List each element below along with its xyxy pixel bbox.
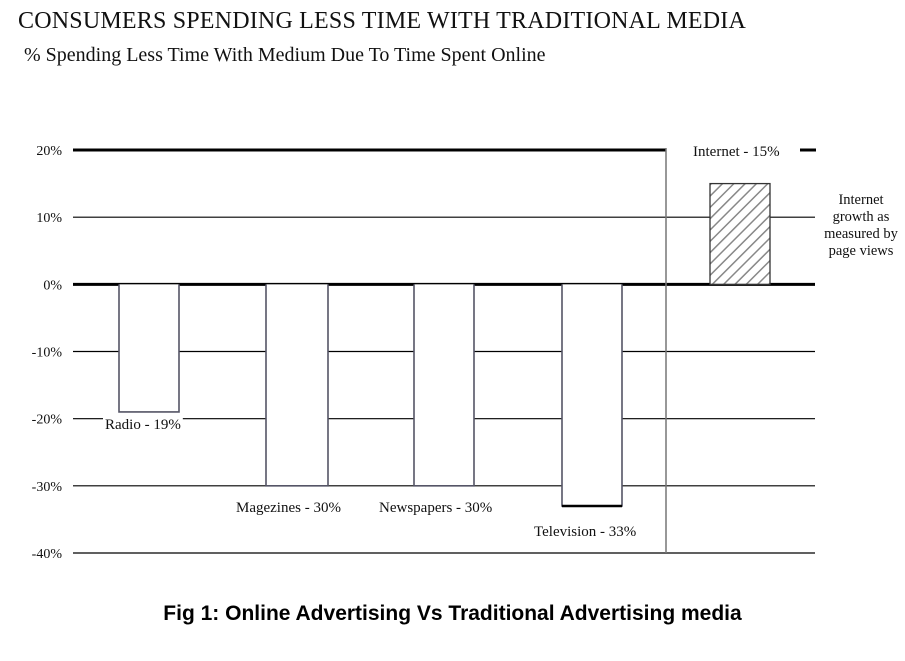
y-tick-label: 10%: [36, 211, 62, 226]
bar-label-background: [234, 500, 343, 516]
annotation-background: [821, 191, 902, 260]
y-tick-label: -10%: [32, 346, 63, 361]
y-tick-label: -20%: [32, 413, 63, 428]
y-tick-label: 20%: [36, 144, 62, 159]
annotation-line: page views: [829, 243, 894, 259]
bar-label: Magezines - 30%: [236, 500, 341, 516]
chart-subtitle: % Spending Less Time With Medium Due To …: [24, 44, 546, 66]
y-tick-label: 0%: [43, 278, 62, 293]
bars: [118, 182, 771, 508]
annotation-line: measured by: [824, 226, 898, 242]
bar-label: Television - 33%: [534, 524, 636, 540]
bar: [118, 284, 180, 413]
bar-fill: [414, 284, 474, 486]
annotation-line: Internet: [838, 192, 883, 208]
bar-fill: [119, 284, 179, 412]
bar-fill: [562, 284, 622, 506]
bar-labels: Radio - 19% Magezines - 30% Newspapers - 3…: [103, 144, 782, 540]
bar-label-background: [377, 500, 495, 516]
bar-label-background: [691, 144, 782, 160]
bar-label: Newspapers - 30%: [379, 500, 492, 516]
y-tick-label: -30%: [32, 480, 63, 495]
y-tick-label: -40%: [32, 547, 63, 562]
chart-title: CONSUMERS SPENDING LESS TIME WITH TRADIT…: [18, 8, 746, 34]
bar-label: Radio - 19%: [105, 417, 181, 433]
bar-label-background: [103, 417, 183, 433]
bar-fill: [710, 183, 770, 285]
bar: [709, 182, 771, 285]
bar-chart: 20% 10% 0% -10% -20% -30% -40% Radio - 19% Mage…: [31, 144, 902, 562]
bar-fill: [266, 284, 328, 486]
y-axis-tick-labels: 20% 10% 0% -10% -20% -30% -40%: [32, 144, 63, 562]
annotation-line: growth as: [833, 209, 890, 225]
figure-caption: Fig 1: Online Advertising Vs Traditional…: [163, 602, 742, 625]
bar: [265, 284, 329, 487]
bar-label: Internet - 15%: [693, 144, 780, 160]
bar: [413, 284, 475, 487]
bar-label-background: [532, 524, 639, 540]
